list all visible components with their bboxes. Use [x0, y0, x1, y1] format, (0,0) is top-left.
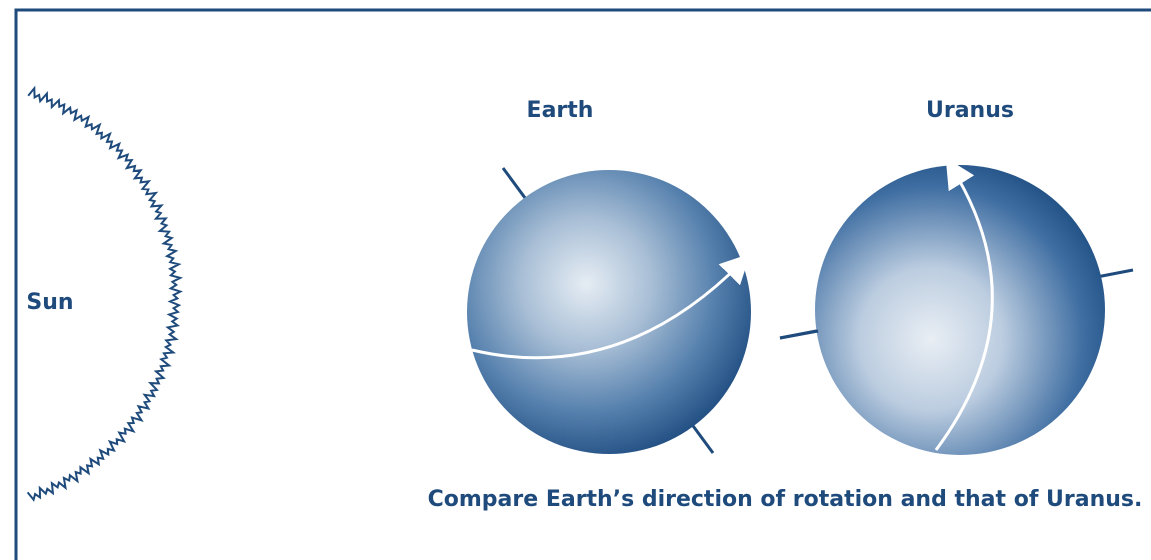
- frame: [14, 8, 1151, 560]
- uranus: [815, 165, 1105, 455]
- earth: [467, 170, 751, 454]
- uranus-rotation-arrow: [934, 157, 994, 451]
- earth-label: Earth: [527, 98, 594, 123]
- sun-edge: [26, 85, 184, 502]
- sun-label: Sun: [26, 290, 73, 315]
- caption: Compare Earth’s direction of rotation an…: [428, 487, 1143, 512]
- uranus-label: Uranus: [926, 98, 1014, 123]
- earth-rotation-arrow: [471, 253, 751, 360]
- uranus-axis-left: [779, 329, 819, 340]
